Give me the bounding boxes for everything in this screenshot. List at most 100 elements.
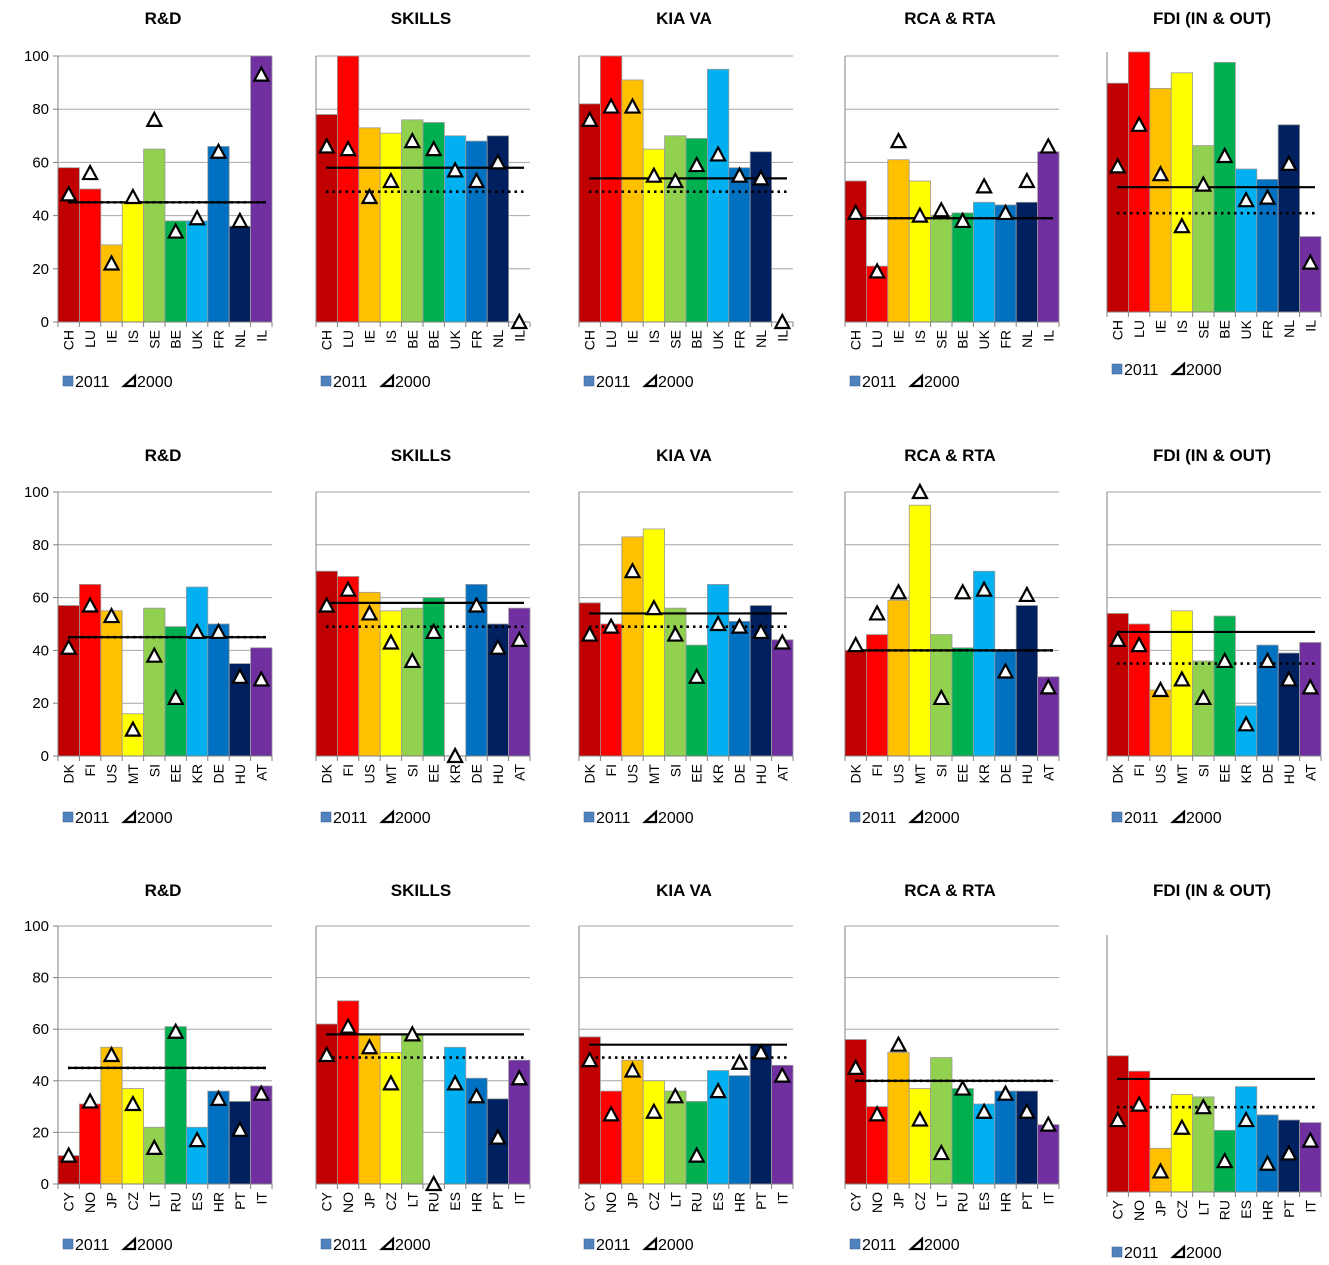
category-label: FR <box>469 330 485 349</box>
category-label: SI <box>146 764 162 777</box>
bar-hu <box>1277 652 1300 757</box>
bar-lt <box>143 1126 166 1185</box>
bar-at <box>1299 642 1322 757</box>
marker-2000-mt <box>1173 670 1191 687</box>
marker-2000-uk <box>1237 190 1255 208</box>
marker-2000-hr <box>1258 1154 1277 1171</box>
marker-2000-mt <box>911 482 929 500</box>
y-tick-label: 40 <box>32 208 49 225</box>
marker-2000-si <box>932 688 951 706</box>
legend-marker-swatch <box>642 1236 658 1251</box>
marker-2000-fi <box>868 604 886 621</box>
category-label: CY <box>319 1191 335 1211</box>
marker-2000-si <box>145 646 164 663</box>
marker-2000-jp <box>889 1035 908 1052</box>
chart-2-rca-rta: RCA & RTA DK FI US MT SI EE KR DE HU AT 2011 2000 <box>844 446 1060 827</box>
legend-label-2000: 2000 <box>924 810 960 827</box>
chart-title: SKILLS <box>391 446 451 465</box>
category-label: DK <box>582 763 598 783</box>
category-label: HR <box>998 1192 1014 1212</box>
marker-2000-cy <box>846 1058 865 1076</box>
category-label: MT <box>912 764 928 785</box>
bar-hr <box>728 1075 751 1185</box>
category-label: KR <box>447 764 463 783</box>
marker-2000-be <box>953 211 972 229</box>
marker-2000-jp <box>623 1061 642 1078</box>
category-label: PT <box>490 1192 506 1210</box>
bar-uk <box>1235 168 1258 313</box>
category-label: FR <box>211 330 227 349</box>
category-label: NL <box>490 330 506 348</box>
marker-2000-ie <box>1151 164 1170 182</box>
category-label: RU <box>689 1192 705 1212</box>
marker-2000-es <box>1237 1110 1255 1128</box>
legend-marker-swatch <box>908 1236 924 1251</box>
bar-jp <box>887 1052 910 1185</box>
marker-2000-de <box>209 622 228 640</box>
legend: 2011 2000 <box>583 373 694 391</box>
bar-cz <box>642 1080 666 1185</box>
marker-2000-no <box>602 1105 620 1122</box>
category-label: IS <box>1174 320 1190 333</box>
marker-2000-jp <box>360 1037 379 1055</box>
legend-label-2011: 2011 <box>1124 810 1159 827</box>
bar-mt <box>908 504 932 757</box>
legend-label-2011: 2011 <box>1124 362 1159 379</box>
category-label: US <box>362 764 378 783</box>
category-label: JP <box>891 1192 907 1208</box>
legend-marker-swatch <box>1170 809 1186 824</box>
bar-it <box>1037 1124 1060 1185</box>
bar-si <box>143 607 166 757</box>
marker-2000-hu <box>489 638 507 655</box>
category-label: CY <box>61 1191 77 1211</box>
marker-2000-il <box>773 312 792 330</box>
y-tick-label: 0 <box>41 748 49 765</box>
y-tick-label: 20 <box>32 261 49 278</box>
marker-2000-lu <box>602 97 620 114</box>
bar-ie <box>1149 88 1172 313</box>
category-label: FI <box>340 764 356 776</box>
marker-2000-cy <box>59 1146 78 1163</box>
marker-2000-uk <box>188 208 206 226</box>
category-label: MT <box>383 764 399 785</box>
bar-nl <box>1277 124 1300 313</box>
category-label: CH <box>848 330 864 350</box>
category-label: SE <box>146 330 162 349</box>
category-label: EE <box>168 764 184 783</box>
category-label: RU <box>168 1192 184 1212</box>
category-label: PT <box>232 1192 248 1210</box>
bar-es <box>443 1046 467 1185</box>
chart-title: R&D <box>145 446 182 465</box>
marker-2000-il <box>252 65 271 82</box>
marker-2000-fi <box>81 596 99 613</box>
chart-title: KIA VA <box>656 9 712 28</box>
marker-2000-it <box>1039 1115 1058 1132</box>
category-label: LU <box>869 330 885 348</box>
marker-2000-ie <box>623 97 642 114</box>
bar-mt <box>642 528 666 757</box>
marker-2000-is <box>124 187 142 205</box>
legend-bar-swatch <box>62 375 74 387</box>
category-label: CY <box>1110 1199 1126 1219</box>
category-label: SI <box>404 764 420 777</box>
marker-2000-ru <box>1215 1151 1234 1169</box>
bar-kr <box>185 586 209 757</box>
marker-2000-cy <box>317 1045 336 1063</box>
chart-1-rca-rta: RCA & RTA CH LU IE IS SE BE UK FR NL IL 2011 2000 <box>844 9 1060 391</box>
marker-2000-pt <box>1018 1102 1036 1119</box>
y-tick-label: 40 <box>32 642 49 659</box>
category-label: SE <box>933 330 949 349</box>
bar-si <box>1192 660 1215 757</box>
category-label: FI <box>1131 764 1147 776</box>
marker-2000-is <box>911 206 929 223</box>
category-label: CZ <box>125 1192 141 1211</box>
category-label: IE <box>891 330 907 343</box>
category-label: SI <box>667 764 683 777</box>
category-label: DK <box>319 763 335 783</box>
legend-label-2000: 2000 <box>658 374 694 391</box>
marker-2000-hr <box>996 1084 1015 1101</box>
marker-2000-de <box>996 662 1015 679</box>
